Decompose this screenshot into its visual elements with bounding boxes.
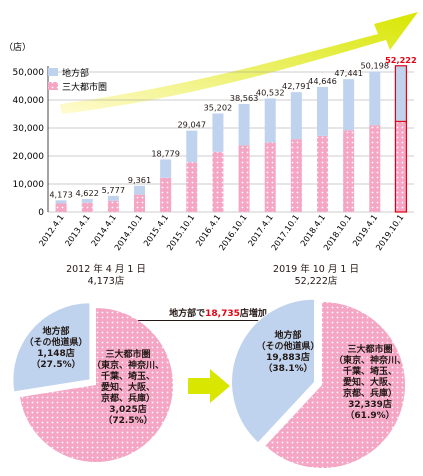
legend-label-rural: 地方部	[62, 67, 89, 79]
pie-label-metro: 千葉、埼玉、	[101, 370, 155, 382]
bar-rural	[134, 185, 145, 195]
legend-swatch-rural	[48, 68, 58, 76]
callout-suffix: 店増加	[239, 309, 267, 319]
bar-metro	[212, 151, 224, 212]
pie-label-rural: （その他道県）	[256, 340, 319, 352]
y-tick-label: 30,000	[13, 124, 45, 134]
pie-label-metro: 京都、兵庫）	[101, 392, 155, 404]
bar-total-label: 4,173	[49, 189, 72, 199]
pie-slice-metro	[19, 308, 174, 462]
growth-arrow-icon	[60, 12, 418, 114]
pie-label-rural: （27.5%）	[31, 359, 80, 370]
bar-total-label: 5,777	[102, 185, 125, 195]
y-unit-label: （店）	[4, 41, 31, 53]
pie-label-rural: 19,883店	[266, 351, 310, 363]
bar-total-label: 40,532	[256, 88, 285, 98]
transition-arrow-icon	[188, 369, 230, 403]
growth-arrow-shape	[60, 12, 418, 114]
bars	[55, 65, 408, 213]
pie-label-rural: 地方部	[274, 329, 301, 341]
bar-rural	[81, 199, 93, 203]
bar-total-label: 50,198	[360, 60, 389, 70]
legend-swatch-metro	[48, 82, 58, 90]
bar-metro	[317, 135, 328, 212]
bar-rural	[212, 113, 224, 152]
bar-total-label: 29,047	[177, 120, 206, 130]
callout-prefix: 地方部で	[169, 309, 206, 319]
pie-slice-metro	[265, 302, 406, 469]
pie-2019-total: 52,222店	[294, 276, 338, 287]
bar-metro	[238, 145, 250, 212]
bar-total-label: 44,646	[308, 76, 337, 86]
pie-2012-total: 4,173店	[87, 276, 125, 287]
legend: 地方部 三大都市圏	[48, 67, 107, 93]
pie-label-metro: 32,339店	[348, 398, 392, 410]
pie-label-metro: （72.5%）	[103, 415, 152, 426]
bar-metro	[264, 142, 276, 212]
bar-metro	[343, 130, 355, 212]
pie-2012: 地方部（その他道県）1,148店（27.5%） 三大都市圏（東京、神奈川、千葉、埼…	[12, 302, 174, 462]
pie-label-metro: 3,025店	[109, 403, 146, 415]
bar-rural	[394, 65, 408, 123]
pie-label-metro: 愛知、大阪、	[343, 376, 397, 388]
pie-2019-date: 2019 年 10 月 1 日	[273, 264, 359, 275]
pie-2019: 地方部（その他道県）19,883店（38.1%） 三大都市圏（東京、神奈川、千葉、…	[231, 298, 406, 469]
bar-rural	[107, 195, 119, 201]
increase-callout: 地方部で18,735店増加	[138, 306, 298, 321]
bar-metro	[186, 162, 198, 212]
bar-rural	[186, 130, 198, 163]
bar-rural	[264, 98, 276, 143]
callout-value: 18,735	[205, 309, 240, 319]
bar-total-label: 42,791	[282, 81, 311, 91]
legend-label-metro: 三大都市圏	[62, 81, 107, 93]
pie-label-metro: 京都、兵庫）	[343, 387, 397, 399]
bar-metro	[160, 177, 172, 212]
pie-label-metro: （61.9%）	[345, 410, 394, 421]
bar-rural	[290, 92, 302, 140]
bar-rural	[317, 86, 328, 136]
bar-rural	[238, 104, 250, 146]
y-tick-label: 40,000	[13, 96, 45, 106]
pie-label-metro: 千葉、埼玉、	[343, 365, 397, 377]
bar-rural	[55, 200, 67, 204]
pie-label-metro: （東京、神奈川、	[334, 354, 406, 366]
pie-label-metro: （東京、神奈川、	[92, 359, 164, 371]
pie-2019-title: 2019 年 10 月 1 日 52,222店	[236, 264, 396, 288]
bar-rural	[160, 159, 172, 178]
pie-2012-date: 2012 年 4 月 1 日	[66, 264, 146, 275]
bar-metro	[134, 194, 145, 212]
bar-metro	[290, 139, 302, 212]
bar-total-label: 18,779	[151, 148, 180, 158]
pie-label-rural: 1,148店	[37, 347, 74, 359]
y-tick-label: 10,000	[13, 180, 45, 190]
pie-2012-title: 2012 年 4 月 1 日 4,173店	[26, 264, 186, 288]
pie-label-rural: （その他道県）	[24, 336, 87, 348]
bar-metro	[369, 125, 381, 212]
pie-label-rural: （38.1%）	[263, 363, 312, 374]
pie-slice-rural	[12, 302, 91, 393]
pie-slice-rural	[231, 298, 316, 444]
y-tick-label: 0	[38, 208, 44, 218]
bar-total-label: 4,622	[75, 188, 98, 198]
bar-total-label: 9,361	[128, 175, 151, 185]
pie-label-rural: 地方部	[42, 325, 69, 337]
y-tick-label: 50,000	[13, 68, 45, 78]
pie-label-metro: 愛知、大阪、	[101, 381, 155, 393]
bar-total-label: 38,563	[230, 93, 259, 103]
bar-rural	[343, 79, 355, 131]
bar-total-label: 52,222	[385, 55, 417, 65]
pie-label-metro: 三大都市圏	[105, 348, 150, 360]
bar-metro	[81, 202, 93, 212]
pie-label-metro: 三大都市圏	[347, 343, 392, 355]
bar-total-label: 47,441	[334, 68, 363, 78]
y-tick-label: 20,000	[13, 152, 45, 162]
bar-metro	[107, 200, 119, 212]
arrow-shape	[188, 369, 230, 403]
bar-metro	[55, 203, 67, 212]
bar-total-label: 35,202	[204, 102, 233, 112]
bar-rural	[369, 71, 381, 126]
